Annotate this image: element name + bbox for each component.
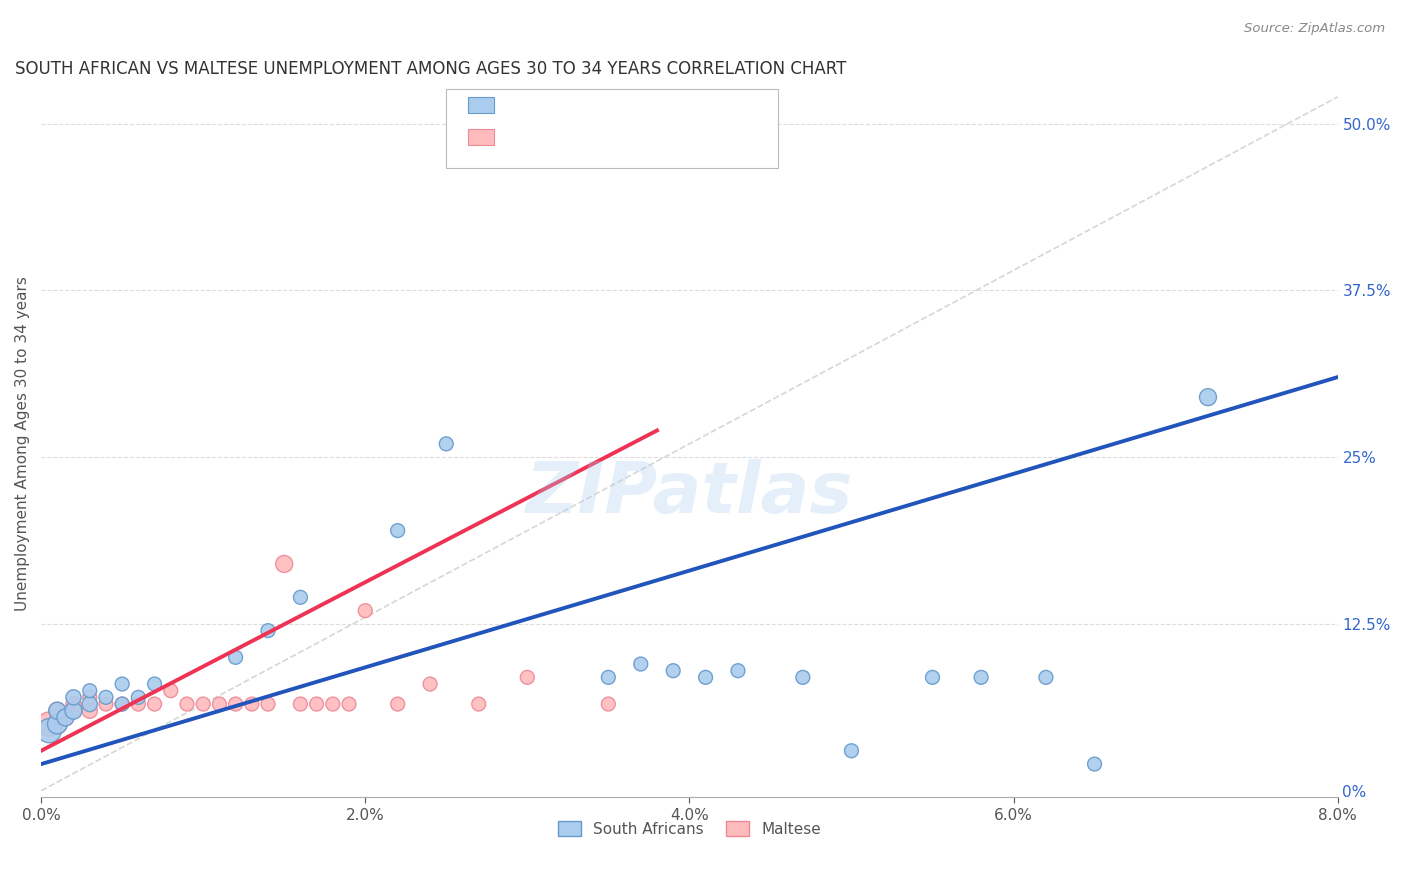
- Point: [79, 683, 101, 698]
- Text: 16: 16: [627, 98, 648, 112]
- Point: [273, 557, 295, 571]
- Point: [337, 697, 360, 711]
- Y-axis label: Unemployment Among Ages 30 to 34 years: Unemployment Among Ages 30 to 34 years: [15, 277, 30, 611]
- Point: [193, 697, 215, 711]
- Point: [62, 704, 84, 718]
- Point: [322, 697, 344, 711]
- Point: [127, 697, 149, 711]
- Point: [159, 683, 181, 698]
- Point: [354, 604, 377, 618]
- Point: [208, 697, 231, 711]
- Point: [257, 624, 280, 638]
- Point: [225, 650, 247, 665]
- Point: [111, 697, 134, 711]
- Point: [111, 697, 134, 711]
- Point: [290, 591, 312, 605]
- Text: N =: N =: [596, 98, 630, 112]
- Text: 0.403: 0.403: [531, 130, 579, 145]
- Point: [1197, 390, 1219, 404]
- Point: [46, 704, 69, 718]
- Point: [387, 524, 409, 538]
- Point: [225, 697, 247, 711]
- Text: 0.591: 0.591: [531, 98, 579, 112]
- Text: R =: R =: [501, 130, 534, 145]
- Point: [79, 690, 101, 705]
- Point: [387, 697, 409, 711]
- Point: [55, 710, 77, 724]
- Point: [111, 677, 134, 691]
- Point: [94, 690, 117, 705]
- Point: [240, 697, 263, 711]
- Point: [630, 657, 652, 671]
- Point: [662, 664, 685, 678]
- Point: [62, 690, 84, 705]
- Text: SOUTH AFRICAN VS MALTESE UNEMPLOYMENT AMONG AGES 30 TO 34 YEARS CORRELATION CHAR: SOUTH AFRICAN VS MALTESE UNEMPLOYMENT AM…: [15, 60, 846, 78]
- Point: [305, 697, 328, 711]
- Point: [79, 697, 101, 711]
- Point: [46, 717, 69, 731]
- Point: [38, 717, 60, 731]
- Legend: South Africans, Maltese: South Africans, Maltese: [551, 814, 827, 843]
- Point: [467, 697, 489, 711]
- Point: [62, 704, 84, 718]
- Point: [62, 697, 84, 711]
- Point: [1083, 757, 1105, 772]
- Point: [792, 670, 814, 684]
- Point: [921, 670, 943, 684]
- Point: [127, 690, 149, 705]
- Point: [290, 697, 312, 711]
- Point: [419, 677, 441, 691]
- Text: 30: 30: [627, 130, 648, 145]
- Point: [79, 704, 101, 718]
- Point: [841, 744, 863, 758]
- Point: [257, 697, 280, 711]
- Point: [516, 670, 538, 684]
- Point: [46, 717, 69, 731]
- Point: [598, 670, 620, 684]
- Point: [598, 697, 620, 711]
- Point: [46, 704, 69, 718]
- Point: [94, 697, 117, 711]
- Point: [143, 677, 166, 691]
- Text: N =: N =: [596, 130, 630, 145]
- Text: Source: ZipAtlas.com: Source: ZipAtlas.com: [1244, 22, 1385, 36]
- Point: [695, 670, 717, 684]
- Text: R =: R =: [501, 98, 534, 112]
- Point: [55, 710, 77, 724]
- Point: [727, 664, 749, 678]
- Point: [38, 723, 60, 738]
- Point: [434, 437, 457, 451]
- Point: [143, 697, 166, 711]
- Point: [970, 670, 993, 684]
- Point: [1035, 670, 1057, 684]
- Text: ZIPatlas: ZIPatlas: [526, 458, 853, 528]
- Point: [176, 697, 198, 711]
